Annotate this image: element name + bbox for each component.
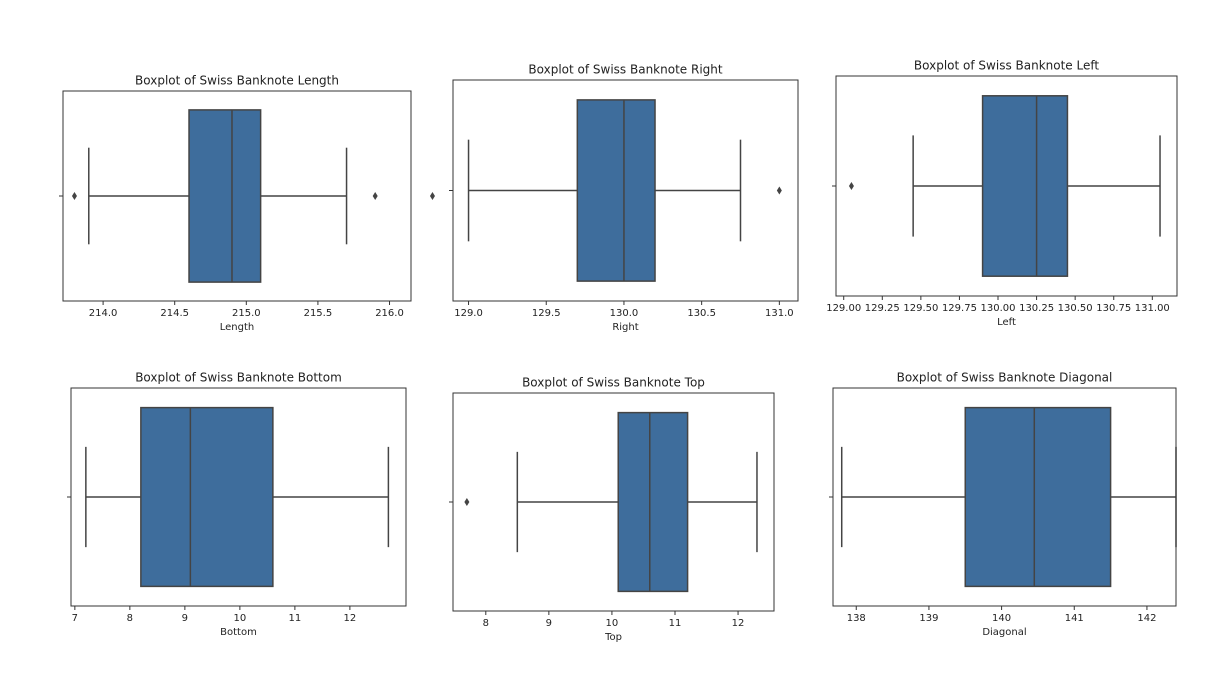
outlier (848, 182, 854, 190)
x-tick-label: 11 (669, 618, 682, 629)
x-tick-label: 130.50 (1058, 303, 1093, 314)
outlier (464, 498, 470, 506)
x-axis-label: Right (612, 322, 638, 333)
x-tick-label: 11 (289, 613, 302, 624)
x-tick-label: 12 (732, 618, 745, 629)
x-axis-label: Bottom (220, 627, 257, 638)
box (617, 411, 689, 593)
x-tick-label: 214.5 (160, 308, 189, 319)
x-axis-label: Length (220, 322, 255, 333)
x-tick-label: 130.25 (1019, 303, 1054, 314)
chart-title: Boxplot of Swiss Banknote Diagonal (897, 371, 1113, 385)
chart-title: Boxplot of Swiss Banknote Bottom (135, 371, 342, 385)
x-tick-label: 129.75 (942, 303, 977, 314)
x-tick-label: 139 (919, 613, 938, 624)
box (576, 99, 656, 282)
x-tick-label: 141 (1065, 613, 1084, 624)
x-tick-label: 215.5 (304, 308, 333, 319)
outlier (429, 192, 435, 200)
x-tick-label: 130.00 (981, 303, 1016, 314)
x-tick-label: 9 (182, 613, 188, 624)
x-tick-label: 216.0 (375, 308, 404, 319)
chart-title: Boxplot of Swiss Banknote Right (528, 63, 722, 77)
x-tick-label: 129.5 (532, 308, 561, 319)
box (964, 406, 1112, 588)
x-tick-label: 10 (606, 618, 619, 629)
x-tick-label: 9 (546, 618, 552, 629)
x-axis-label: Diagonal (982, 627, 1026, 638)
x-tick-label: 7 (72, 613, 78, 624)
x-tick-label: 130.75 (1096, 303, 1131, 314)
x-tick-label: 129.50 (903, 303, 938, 314)
x-tick-label: 8 (483, 618, 489, 629)
x-tick-label: 215.0 (232, 308, 261, 319)
chart-title: Boxplot of Swiss Banknote Length (135, 74, 339, 88)
x-tick-label: 214.0 (89, 308, 118, 319)
x-axis-label: Left (997, 317, 1016, 328)
x-tick-label: 10 (234, 613, 247, 624)
x-tick-label: 8 (127, 613, 133, 624)
x-tick-label: 12 (344, 613, 357, 624)
outlier (372, 192, 378, 200)
box (140, 406, 274, 588)
chart-title: Boxplot of Swiss Banknote Left (914, 59, 1099, 73)
x-tick-label: 142 (1137, 613, 1156, 624)
x-tick-label: 140 (992, 613, 1011, 624)
x-tick-label: 130.0 (610, 308, 639, 319)
chart-title: Boxplot of Swiss Banknote Top (522, 376, 705, 390)
box (188, 109, 262, 283)
x-axis-label: Top (604, 632, 622, 643)
outlier (71, 192, 77, 200)
x-tick-label: 131.0 (765, 308, 794, 319)
x-tick-label: 138 (847, 613, 866, 624)
x-tick-label: 131.00 (1135, 303, 1170, 314)
x-tick-label: 129.00 (826, 303, 861, 314)
x-tick-label: 130.5 (687, 308, 716, 319)
box (981, 95, 1069, 277)
x-tick-label: 129.0 (454, 308, 483, 319)
outlier (776, 186, 782, 195)
x-tick-label: 129.25 (865, 303, 900, 314)
